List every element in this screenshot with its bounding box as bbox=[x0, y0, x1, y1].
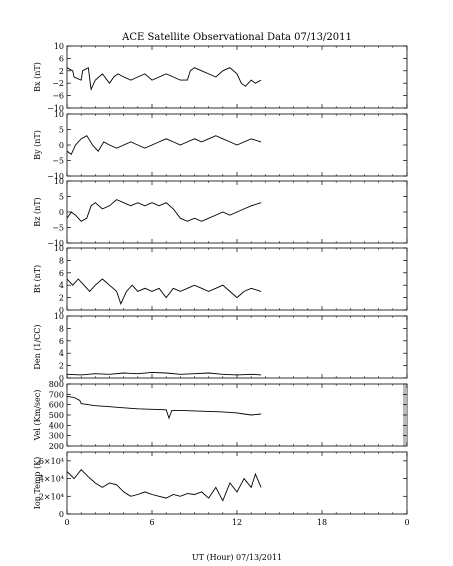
panel-5: 10 8 6 4 2 0 Den (1/CC) bbox=[33, 312, 408, 383]
y-tick-label: 600 bbox=[49, 401, 64, 410]
y-tick-label: −10 bbox=[47, 104, 64, 113]
y-tick-label: 2 bbox=[59, 362, 64, 371]
panel-7: 6×10⁴ 4×10⁴ 2×10⁴ 0 Ion Temp (K) bbox=[33, 451, 408, 519]
y-axis-label: Bt (nT) bbox=[33, 265, 42, 293]
y-tick-label: 8 bbox=[59, 256, 64, 265]
y-tick-label: 2 bbox=[59, 67, 64, 76]
y-tick-label: 10 bbox=[54, 110, 64, 119]
figure-title: ACE Satellite Observational Data 07/13/2… bbox=[121, 32, 352, 43]
y-axis-label: Bx (nT) bbox=[33, 62, 42, 92]
x-tick-label: 12 bbox=[232, 518, 242, 527]
y-tick-label: 6 bbox=[59, 54, 64, 63]
y-tick-label: 2×10⁴ bbox=[39, 492, 64, 501]
panel-frame bbox=[66, 451, 408, 515]
y-axis-label: Vel (Km/sec) bbox=[33, 390, 42, 442]
y-tick-label: 10 bbox=[54, 244, 64, 253]
x-tick-label: 0 bbox=[404, 518, 409, 527]
series-line bbox=[66, 469, 262, 502]
y-axis-label: Den (1/CC) bbox=[33, 324, 42, 369]
y-tick-label: −10 bbox=[47, 239, 64, 248]
series-line bbox=[66, 135, 262, 155]
panel-1: 10 6 2 −2 −6 −10 Bx (nT) bbox=[33, 42, 408, 113]
panel-frame bbox=[66, 383, 408, 447]
y-tick-label: −5 bbox=[52, 157, 64, 166]
y-tick-label: 6×10⁴ bbox=[39, 457, 64, 466]
panel-2: 10 5 0 −5 −10 By (nT) bbox=[33, 110, 408, 181]
y-tick-label: 5 bbox=[59, 193, 64, 202]
series-line bbox=[66, 199, 262, 222]
x-axis-label: UT (Hour) 07/13/2011 bbox=[192, 553, 282, 562]
y-tick-label: 2 bbox=[59, 294, 64, 303]
y-tick-label: 10 bbox=[54, 42, 64, 51]
y-tick-label: 10 bbox=[54, 312, 64, 321]
y-tick-label: 700 bbox=[49, 390, 64, 399]
x-tick-label: 6 bbox=[149, 518, 154, 527]
y-tick-label: 400 bbox=[49, 421, 64, 430]
y-tick-label: 0 bbox=[59, 374, 64, 383]
y-tick-label: 0 bbox=[59, 141, 64, 150]
y-tick-label: 8 bbox=[59, 324, 64, 333]
y-tick-label: 500 bbox=[49, 411, 64, 420]
y-tick-label: −6 bbox=[52, 92, 64, 101]
y-tick-label: 4 bbox=[59, 349, 64, 358]
y-axis-label: Bz (nT) bbox=[33, 197, 42, 226]
y-tick-label: 300 bbox=[49, 432, 64, 441]
y-tick-label: −10 bbox=[47, 172, 64, 181]
y-tick-label: 0 bbox=[59, 208, 64, 217]
series-line bbox=[66, 66, 262, 92]
x-tick-label: 0 bbox=[64, 518, 69, 527]
y-tick-label: 6 bbox=[59, 337, 64, 346]
panel-4: 10 8 6 4 2 0 Bt (nT) bbox=[33, 244, 408, 315]
y-tick-label: 800 bbox=[49, 380, 64, 389]
y-tick-label: −5 bbox=[52, 224, 64, 233]
y-axis-label: By (nT) bbox=[33, 130, 42, 160]
y-tick-label: 4×10⁴ bbox=[39, 475, 64, 484]
y-tick-label: 6 bbox=[59, 269, 64, 278]
x-tick-label: 18 bbox=[317, 518, 327, 527]
series-line bbox=[66, 278, 262, 306]
y-tick-label: 200 bbox=[49, 442, 64, 451]
y-tick-label: 5 bbox=[59, 126, 64, 135]
series-line bbox=[66, 371, 262, 376]
panels: 10 6 2 −2 −6 −10 Bx (nT) 10 5 0 −5 −10 By (nT) 10 5 0 −5… bbox=[33, 42, 410, 527]
y-axis-label: Ion Temp (K) bbox=[33, 457, 42, 510]
y-tick-label: −2 bbox=[52, 79, 64, 88]
panel-frame bbox=[66, 247, 408, 311]
panel-frame bbox=[66, 45, 408, 109]
y-tick-label: 0 bbox=[59, 306, 64, 315]
y-tick-label: 10 bbox=[54, 177, 64, 186]
series-line bbox=[66, 395, 262, 420]
y-tick-label: 0 bbox=[59, 510, 64, 519]
panel-frame bbox=[66, 315, 408, 379]
panel-3: 10 5 0 −5 −10 Bz (nT) bbox=[33, 177, 408, 248]
y-tick-label: 4 bbox=[59, 281, 64, 290]
